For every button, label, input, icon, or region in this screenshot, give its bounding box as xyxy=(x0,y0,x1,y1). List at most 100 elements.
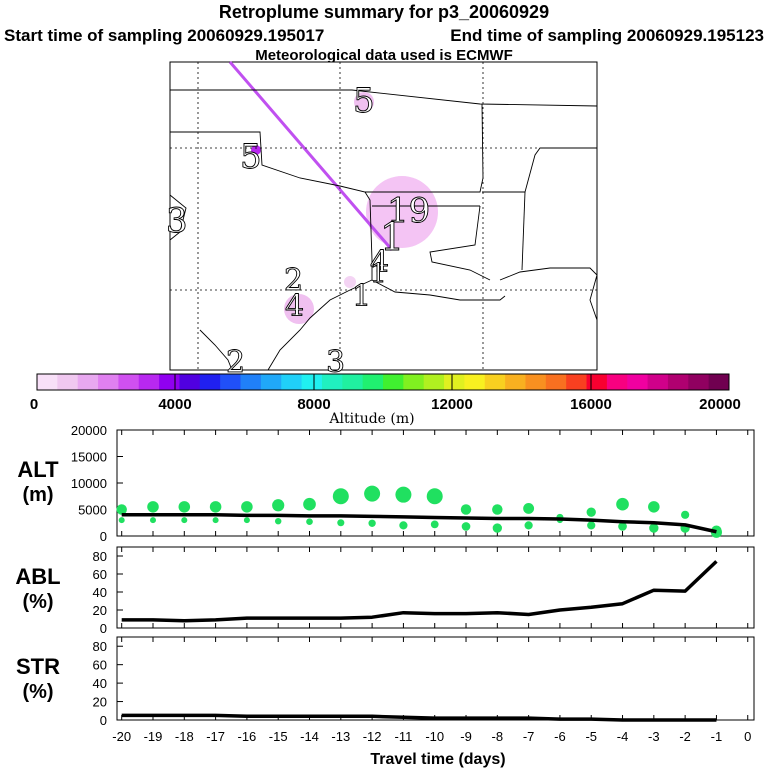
colorbar-swatch xyxy=(260,374,282,390)
x-tick-label: -12 xyxy=(363,729,382,744)
altitude-dot xyxy=(618,522,627,531)
map-boundaries xyxy=(169,89,598,371)
map-label: 4 xyxy=(370,245,389,280)
altitude-dot xyxy=(681,510,690,519)
x-tick-label: -4 xyxy=(617,729,629,744)
x-tick-label: -13 xyxy=(331,729,350,744)
colorbar-swatch xyxy=(199,374,221,390)
y-tick-label: 0 xyxy=(100,713,107,728)
map-label: 4 xyxy=(285,289,304,324)
series-line xyxy=(121,560,718,623)
altitude-dot xyxy=(306,518,313,526)
altitude-dot xyxy=(399,521,408,530)
colorbar-swatch xyxy=(240,374,262,390)
altitude-dot xyxy=(272,499,285,512)
x-tick-label: -1 xyxy=(711,729,723,744)
map-labels: 5 5 3 19 1 4 2 4 1 1 2 3 xyxy=(166,81,431,381)
colorbar-swatch xyxy=(688,374,710,390)
y-tick-label: 0 xyxy=(100,529,107,544)
x-tick-label: -16 xyxy=(238,729,257,744)
colorbar-swatch xyxy=(98,374,119,390)
colorbar-tick-label: 4000 xyxy=(158,396,191,413)
end-time-text: End time of sampling 20060929.195123 xyxy=(450,26,764,45)
colorbar-swatch xyxy=(667,374,689,390)
x-tick-label: -7 xyxy=(523,729,535,744)
altitude-dot xyxy=(395,486,412,503)
x-tick-label: -10 xyxy=(425,729,444,744)
colorbar-frame xyxy=(36,373,730,391)
colorbar-swatch xyxy=(118,374,140,390)
y-tick-label: 60 xyxy=(93,567,107,582)
altitude-dot xyxy=(460,504,472,515)
altitude-dot xyxy=(241,501,253,513)
x-tick-label: -18 xyxy=(175,729,194,744)
panel-label: STR xyxy=(16,654,60,679)
map-label: 1 xyxy=(370,259,387,289)
colorbar-swatch xyxy=(403,374,425,390)
panel-label: ABL xyxy=(15,564,60,589)
altitude-dot xyxy=(118,517,125,524)
map-label: 19 xyxy=(387,191,430,231)
altitude-dot xyxy=(364,485,381,502)
colorbar-tick-label: 8000 xyxy=(297,396,330,413)
map-label: 3 xyxy=(166,201,188,241)
x-tick-label: -5 xyxy=(585,729,597,744)
y-tick-label: 0 xyxy=(100,621,107,636)
colorbar-tick-label: 0 xyxy=(30,396,38,413)
x-tick-label: -14 xyxy=(300,729,319,744)
map-panel: 5 5 3 19 1 4 2 4 1 1 2 3 xyxy=(166,61,598,381)
y-tick-label: 60 xyxy=(93,658,107,673)
panel-alt: 20000 15000 10000 5000 0 ALT(m) xyxy=(17,423,755,544)
x-tick-label: -3 xyxy=(648,729,660,744)
map-gridlines xyxy=(170,62,597,370)
map-label: 1 xyxy=(352,279,371,314)
colorbar-swatch xyxy=(566,374,587,390)
altitude-dot xyxy=(147,501,159,513)
x-tick-label: -17 xyxy=(206,729,225,744)
colorbar-swatch xyxy=(383,374,404,390)
altitude-dot xyxy=(181,517,188,524)
colorbar-tick-label: 16000 xyxy=(570,396,612,413)
panel-frame xyxy=(116,429,755,537)
altitude-dot xyxy=(209,501,222,513)
x-tick-label: -15 xyxy=(269,729,288,744)
meteorology-text: Meteorological data used is ECMWF xyxy=(255,47,513,64)
altitude-dot xyxy=(524,521,533,530)
colorbar-swatch xyxy=(647,374,669,390)
y-tick-label: 5000 xyxy=(78,503,107,518)
y-tick-label: 20 xyxy=(93,695,107,710)
x-tick-label: -11 xyxy=(395,729,413,744)
altitude-colorbar xyxy=(36,373,730,391)
plume-blob xyxy=(354,92,374,112)
altitude-dot xyxy=(368,519,376,527)
colorbar-swatch xyxy=(57,374,79,390)
plume-blob xyxy=(366,176,438,248)
map-label: 5 xyxy=(353,81,375,121)
altitude-dot xyxy=(178,501,191,513)
altitude-dot xyxy=(492,523,502,533)
altitude-dot xyxy=(586,507,596,517)
colorbar-swatch xyxy=(423,374,445,390)
colorbar-swatch xyxy=(464,374,486,390)
colorbar-swatch xyxy=(179,374,201,390)
colorbar-swatch xyxy=(545,374,567,390)
x-tick-label: -19 xyxy=(144,729,163,744)
colorbar-swatch xyxy=(606,374,628,390)
colorbar-swatch xyxy=(37,374,58,390)
altitude-dot xyxy=(243,517,250,524)
x-tick-label: -6 xyxy=(554,729,566,744)
colorbar-swatch xyxy=(708,374,730,390)
x-tick-label: -8 xyxy=(492,729,504,744)
altitude-dot xyxy=(332,488,349,505)
colorbar-swatch xyxy=(362,374,384,390)
series-line xyxy=(121,513,717,534)
altitude-dot xyxy=(303,497,316,511)
x-tick-label: 0 xyxy=(744,729,751,744)
altitude-dot xyxy=(461,522,471,531)
altitude-dot xyxy=(337,519,345,527)
altitude-dot xyxy=(616,497,629,511)
map-label: 3 xyxy=(326,345,345,380)
y-tick-label: 15000 xyxy=(71,450,107,465)
map-label: 2 xyxy=(284,263,303,298)
